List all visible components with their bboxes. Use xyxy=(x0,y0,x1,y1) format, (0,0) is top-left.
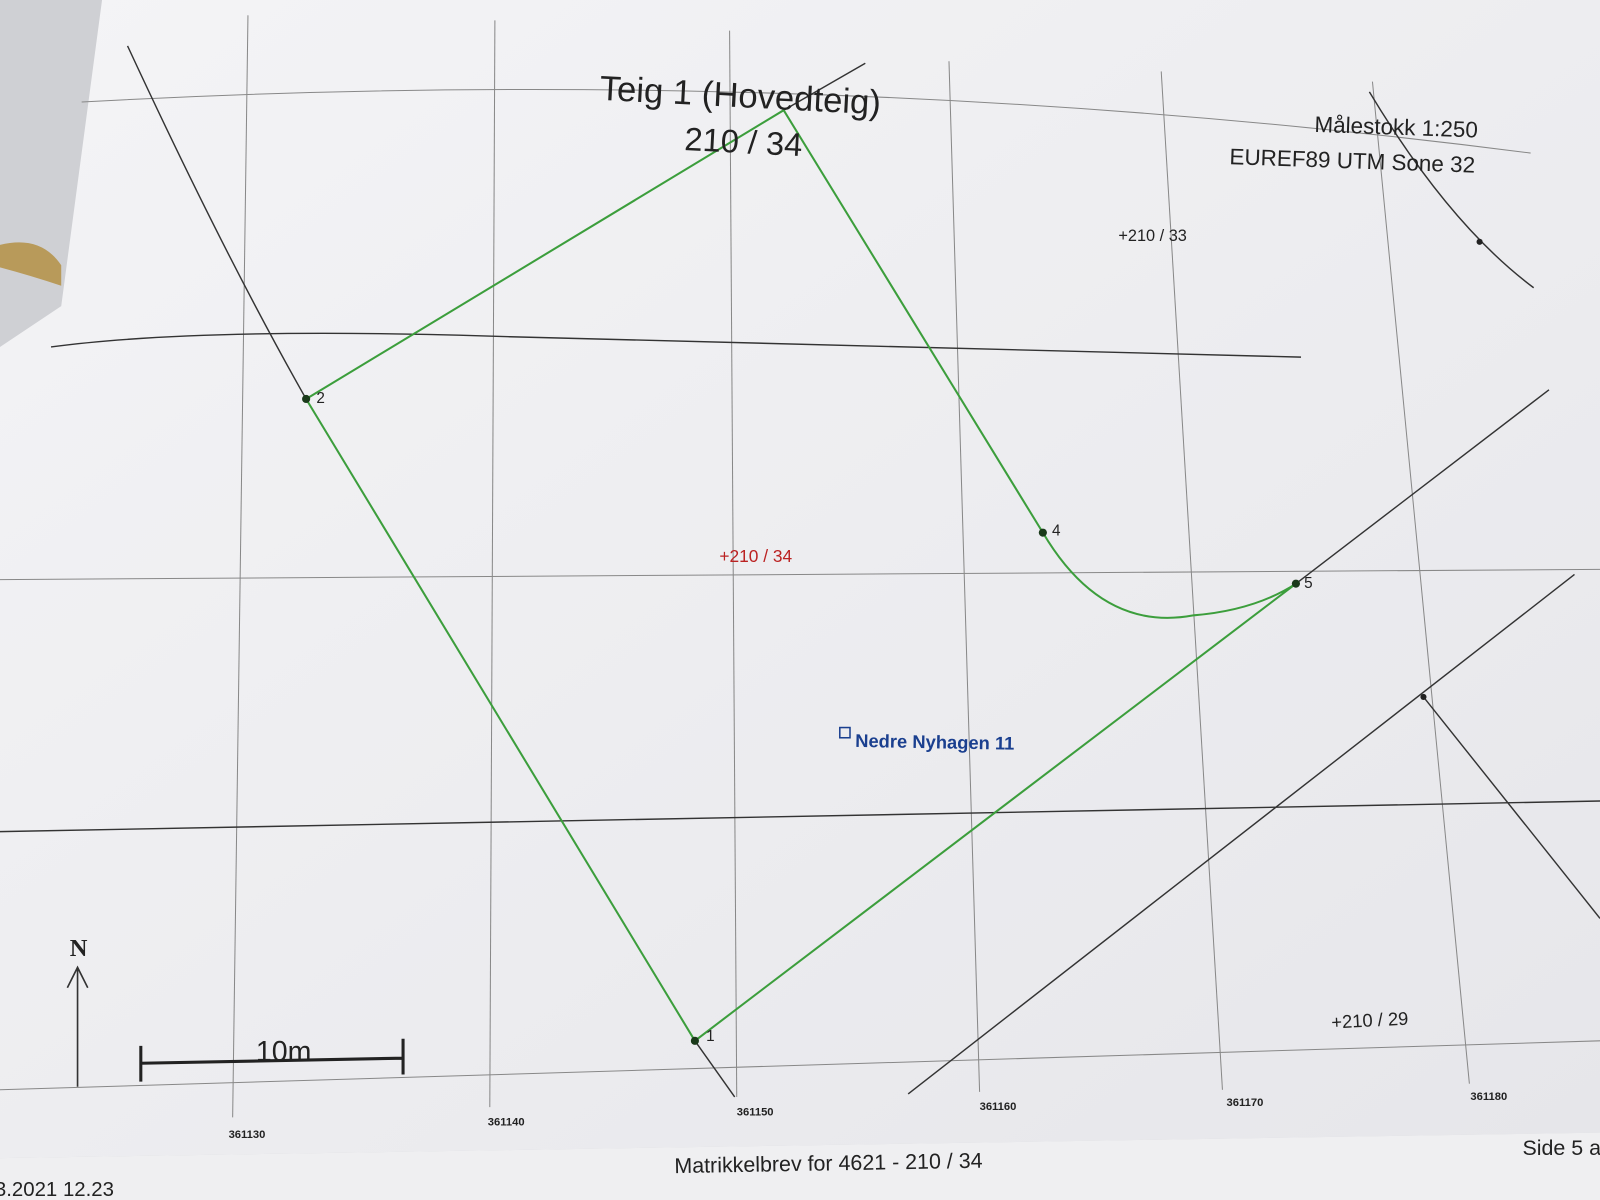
boundary-line xyxy=(907,573,1575,1095)
grid-line xyxy=(948,61,981,1092)
grid-line xyxy=(0,568,1600,581)
north-label: N xyxy=(70,935,88,962)
point-marker xyxy=(302,394,311,404)
grid-line xyxy=(232,15,249,1118)
boundary-line xyxy=(1295,389,1550,585)
scale-bar-label: 10m xyxy=(256,1036,312,1068)
scale-bar-shape xyxy=(139,1038,405,1082)
grid-line xyxy=(489,20,496,1108)
boundary-line xyxy=(50,332,1302,358)
paper-footer xyxy=(0,1132,1600,1200)
parcel-label: +210 / 29 xyxy=(1331,1008,1409,1033)
point-label: 5 xyxy=(1304,575,1313,592)
parcel-label-text: 210 / 34 xyxy=(730,546,793,566)
north-arrow: N xyxy=(66,935,89,1087)
boundary-line xyxy=(0,800,1600,833)
point-label: 2 xyxy=(316,390,325,407)
easting-label: 361150 xyxy=(737,1106,774,1118)
boundary-line xyxy=(783,62,866,111)
parcel-label-text: 210 / 33 xyxy=(1128,227,1187,245)
print-date: 3.2021 12.23 xyxy=(0,1179,114,1200)
point-marker xyxy=(1420,693,1427,700)
ring-binder xyxy=(0,242,62,286)
grid-line xyxy=(0,1040,1600,1091)
point-label: 1 xyxy=(706,1028,715,1045)
easting-label: 361180 xyxy=(1470,1091,1507,1103)
address-label: Nedre Nyhagen 11 xyxy=(855,730,1015,754)
boundary-line xyxy=(126,45,307,400)
scale-text: Målestokk 1:250 xyxy=(1314,112,1478,143)
easting-label: 361140 xyxy=(488,1117,525,1129)
parcel-id: 210 / 34 xyxy=(684,120,804,163)
easting-label: 361160 xyxy=(980,1101,1017,1113)
parcel-label-text: 210 / 29 xyxy=(1341,1008,1408,1032)
easting-label: 361170 xyxy=(1227,1097,1264,1109)
parcel-label: +210 / 33 xyxy=(1118,227,1187,245)
easting-label: 361130 xyxy=(229,1129,266,1141)
address-marker xyxy=(839,726,851,739)
paper xyxy=(0,0,1600,1159)
north-arrow-shape xyxy=(66,965,89,1087)
parcel-label: +210 / 34 xyxy=(719,546,792,566)
points: 1 2 4 5 xyxy=(302,390,1313,1045)
point-label: 4 xyxy=(1052,523,1061,540)
point-marker xyxy=(1476,238,1483,245)
boundary-line xyxy=(694,1040,736,1098)
grid-line xyxy=(729,30,738,1097)
point-marker xyxy=(1291,579,1300,588)
grid-line xyxy=(1371,81,1470,1084)
boundaries xyxy=(0,45,1600,1098)
footer-title: Matrikkelbrev for 4621 - 210 / 34 xyxy=(674,1149,983,1178)
point-marker xyxy=(1038,528,1047,537)
boundary-line xyxy=(1368,91,1535,289)
point-marker xyxy=(690,1036,699,1045)
page-number: Side 5 a xyxy=(1522,1136,1600,1160)
grid-line xyxy=(1160,71,1223,1090)
parcel-boundary xyxy=(304,108,1297,1043)
scale-bar: 10m xyxy=(139,1036,405,1082)
boundary-line xyxy=(1422,696,1600,919)
